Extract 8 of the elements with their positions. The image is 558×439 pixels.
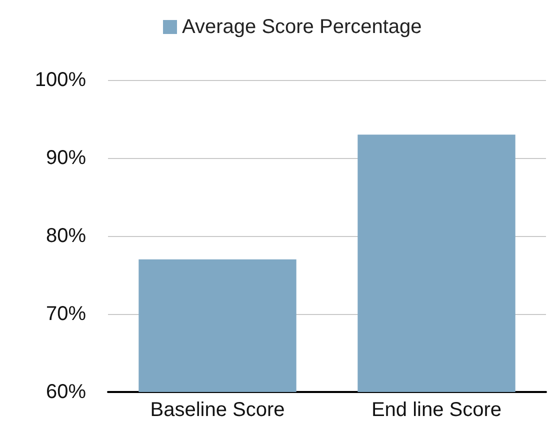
y-tick-label: 100% bbox=[34, 69, 86, 91]
y-tick-label: 70% bbox=[46, 303, 86, 325]
x-tick-label: Baseline Score bbox=[150, 399, 285, 421]
y-tick-label: 80% bbox=[46, 225, 86, 247]
y-tick-label: 90% bbox=[46, 147, 86, 169]
x-tick-label: End line Score bbox=[371, 399, 502, 421]
legend-label: Average Score Percentage bbox=[182, 16, 422, 38]
y-tick-label: 60% bbox=[46, 381, 86, 403]
